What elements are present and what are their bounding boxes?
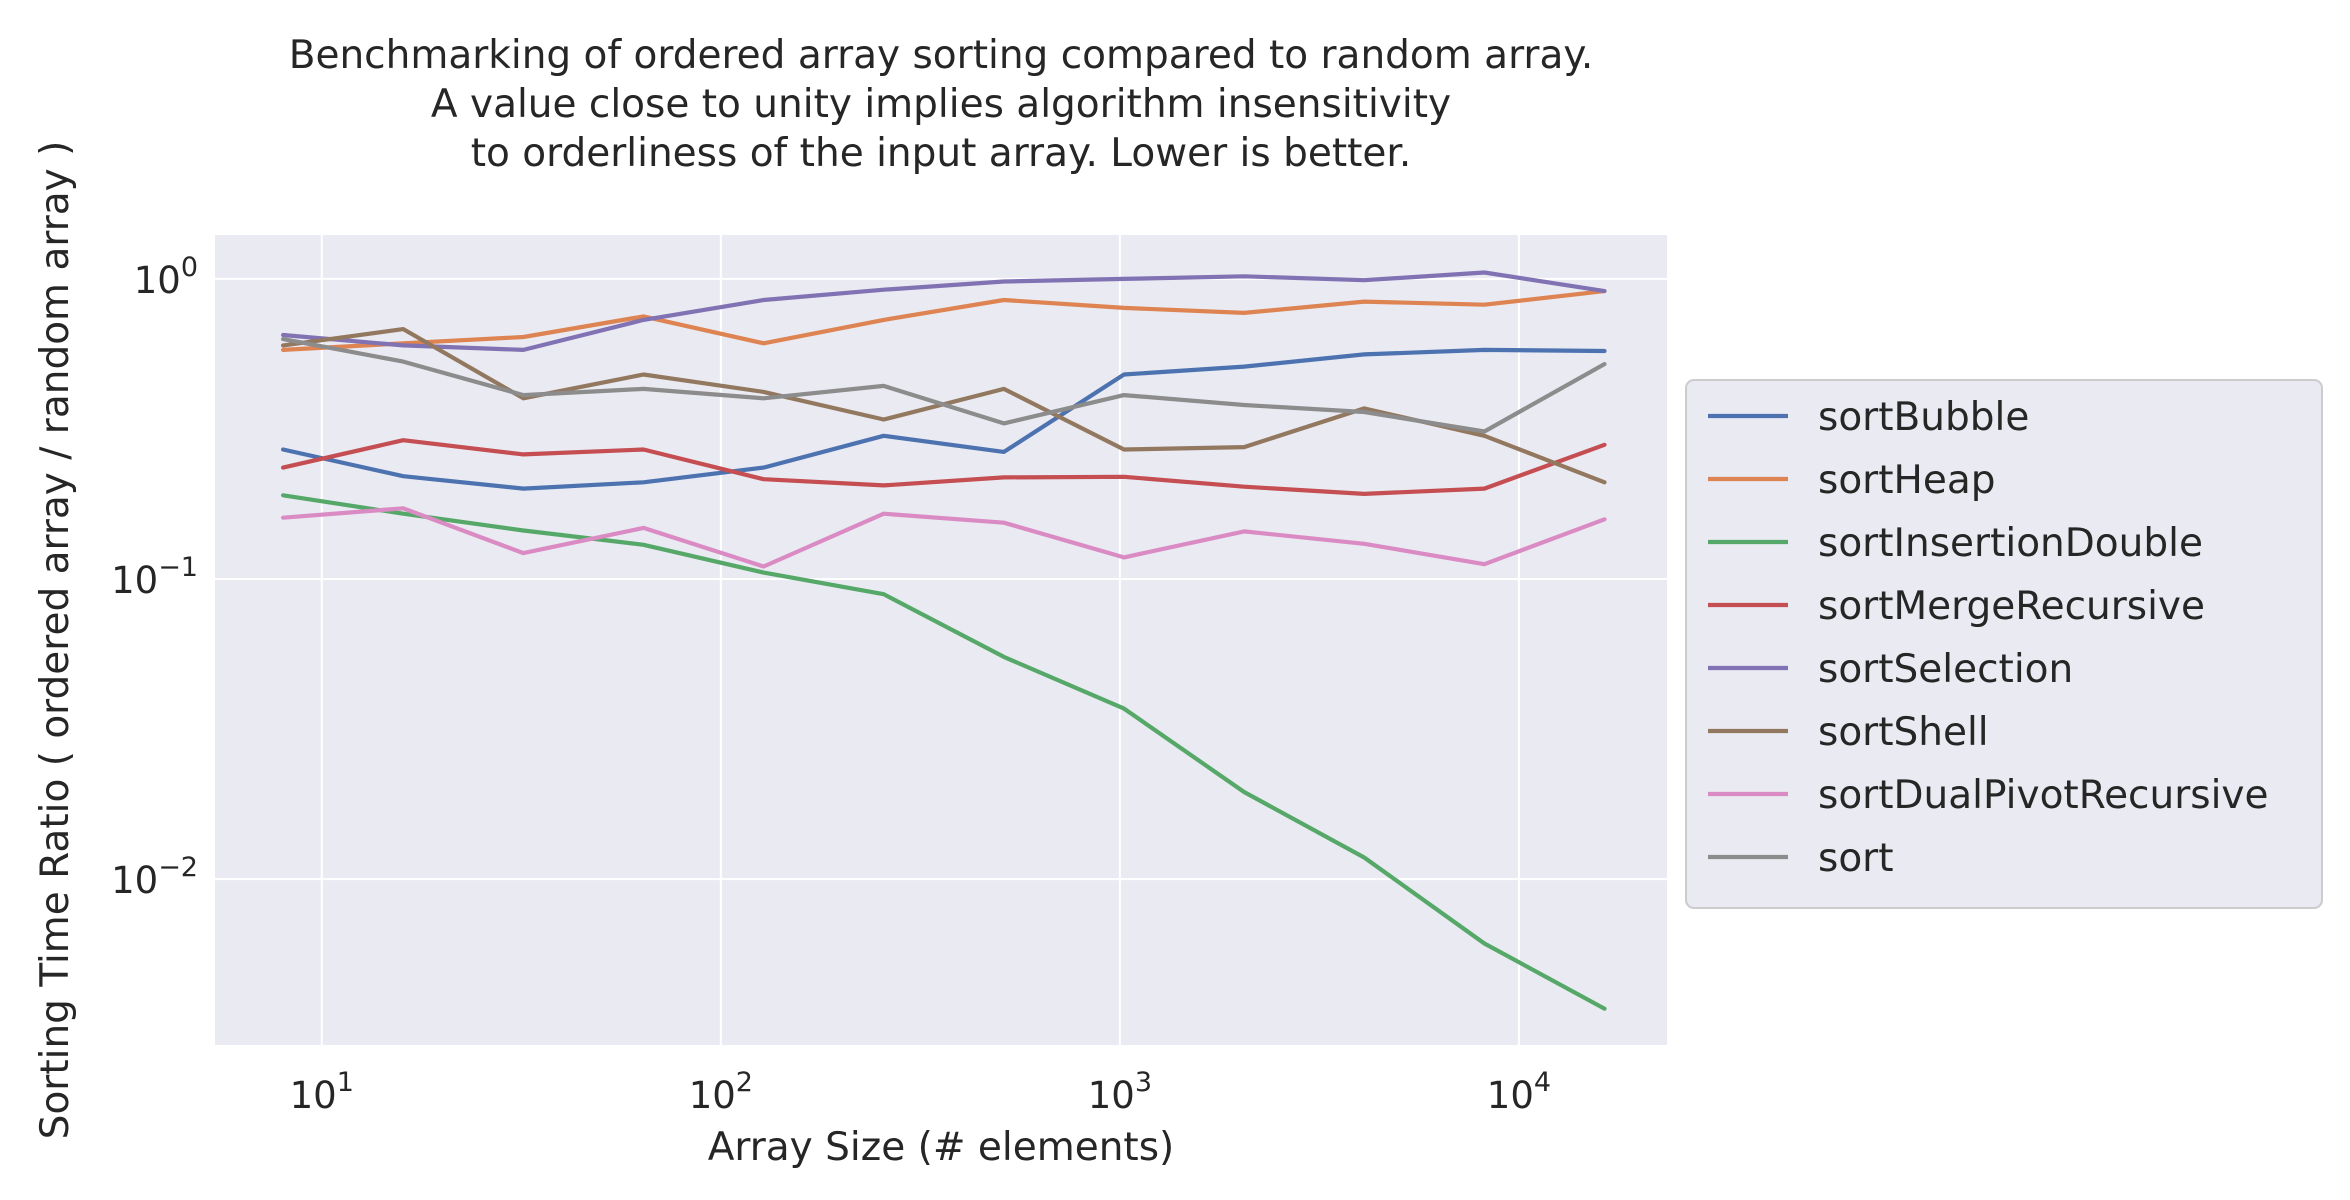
y-axis-label: Sorting Time Ratio ( ordered array / ran… xyxy=(33,141,78,1140)
legend-label: sortInsertionDouble xyxy=(1818,521,2203,566)
legend-label: sortBubble xyxy=(1818,395,2029,440)
x-tick-label: 104 xyxy=(1487,1067,1551,1117)
chart-title: Benchmarking of ordered array sorting co… xyxy=(289,33,1594,176)
chart-title-line: to orderliness of the input array. Lower… xyxy=(471,131,1412,176)
series-line-sortDualPivotRecursive xyxy=(281,506,1607,569)
x-tick-label: 102 xyxy=(689,1067,753,1117)
series-line-sortBubble xyxy=(281,347,1607,491)
chart-title-line: A value close to unity implies algorithm… xyxy=(431,82,1451,127)
x-tick-label: 101 xyxy=(290,1067,354,1117)
grid xyxy=(215,235,1667,1045)
x-tick-labels: 101 102 103 104 xyxy=(290,1067,1551,1117)
legend: sortBubble sortHeap sortInsertionDouble sor… xyxy=(1685,379,2323,909)
plot-area xyxy=(215,235,1667,1045)
y-tick-label: 10−1 xyxy=(111,552,198,602)
series-lines xyxy=(281,270,1607,1011)
series-line-sort xyxy=(281,337,1607,434)
series-line-sortInsertionDouble xyxy=(281,493,1607,1011)
legend-label: sortSelection xyxy=(1818,647,2073,692)
y-tick-label: 100 xyxy=(134,252,198,302)
series-line-sortSelection xyxy=(281,270,1607,352)
legend-label: sort xyxy=(1818,836,1894,881)
legend-label: sortHeap xyxy=(1818,458,1995,503)
legend-label: sortShell xyxy=(1818,710,1989,755)
legend-label: sortMergeRecursive xyxy=(1818,584,2205,629)
y-tick-labels: 100 10−1 10−2 xyxy=(111,252,198,902)
chart-title-line: Benchmarking of ordered array sorting co… xyxy=(289,33,1594,78)
x-tick-label: 103 xyxy=(1088,1067,1152,1117)
x-axis-label: Array Size (# elements) xyxy=(708,1125,1175,1170)
series-line-sortMergeRecursive xyxy=(281,438,1607,496)
legend-label: sortDualPivotRecursive xyxy=(1818,773,2268,818)
y-tick-label: 10−2 xyxy=(111,852,198,902)
series-line-sortHeap xyxy=(281,289,1607,352)
legend-box xyxy=(1685,379,2323,909)
